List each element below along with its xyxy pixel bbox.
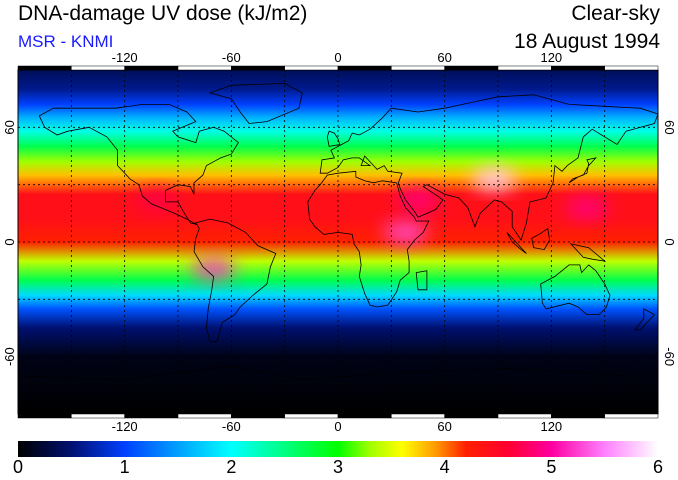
coastline-north-america bbox=[38, 104, 239, 226]
lon-label-bottom: -120 bbox=[112, 419, 138, 434]
coastline-australia bbox=[540, 264, 611, 316]
bottom-tick-band bbox=[497, 413, 552, 419]
colorbar-label: 3 bbox=[332, 457, 344, 477]
hotspot-west-pacific bbox=[564, 196, 609, 219]
colorbar bbox=[18, 441, 658, 457]
top-tick-band bbox=[337, 65, 392, 71]
bottom-tick-band bbox=[604, 413, 659, 419]
uv-dose-map: -120 -120 -60 -60 0 0 60 60 120 120 60 60 0 0 -60 -60 bbox=[2, 50, 677, 434]
bottom-tick-band bbox=[231, 413, 285, 419]
coastline-antarctica-edge bbox=[17, 365, 658, 381]
hotspot-andes bbox=[191, 257, 236, 280]
bottom-tick-band bbox=[444, 413, 499, 419]
colorbar-label: 1 bbox=[119, 457, 130, 477]
colorbar-label: 2 bbox=[226, 457, 237, 477]
hotspot-layer bbox=[134, 167, 609, 280]
colorbar-label: 5 bbox=[546, 457, 557, 477]
map-title: DNA-damage UV dose (kJ/m2) bbox=[18, 2, 308, 25]
map-date: 18 August 1994 bbox=[514, 30, 660, 53]
lat-label-left: -60 bbox=[2, 347, 17, 366]
lat-label-left: 60 bbox=[2, 120, 17, 134]
lon-label-top: 0 bbox=[334, 50, 341, 65]
top-tick-band bbox=[124, 65, 179, 71]
top-tick-band bbox=[284, 65, 339, 71]
lat-label-left: 0 bbox=[2, 238, 17, 245]
top-tick-band bbox=[231, 65, 285, 71]
colorbar-label: 6 bbox=[652, 457, 664, 477]
bottom-tick-band bbox=[17, 413, 72, 419]
map-canvas: -120 -120 -60 -60 0 0 60 60 120 120 60 60 0 0 -60 -60 bbox=[2, 50, 677, 434]
top-tick-band bbox=[604, 65, 659, 71]
bottom-tick-band bbox=[177, 413, 232, 419]
coastline-layer bbox=[17, 82, 659, 381]
colorbar-label: 4 bbox=[439, 457, 450, 477]
bottom-tick-band bbox=[71, 413, 125, 419]
top-tick-band bbox=[444, 65, 499, 71]
graticule bbox=[18, 70, 658, 414]
coastline-new-guinea bbox=[569, 243, 607, 262]
top-tick-band bbox=[551, 65, 605, 71]
coastline-great-britain bbox=[326, 130, 341, 147]
hotspot-saudi-arabia bbox=[396, 188, 440, 211]
lat-label-right: -60 bbox=[662, 347, 677, 366]
bottom-tick-band bbox=[551, 413, 605, 419]
coastline-new-zealand bbox=[634, 308, 656, 331]
lon-label-bottom: 120 bbox=[540, 419, 562, 434]
colorbar-fill bbox=[18, 441, 658, 457]
lat-label-right: 60 bbox=[662, 120, 677, 134]
top-tick-band bbox=[497, 65, 552, 71]
coastline-sumatra bbox=[506, 232, 527, 254]
top-tick-band bbox=[177, 65, 232, 71]
colorbar-label: 0 bbox=[12, 457, 24, 477]
top-tick-band bbox=[71, 65, 125, 71]
bottom-tick-band bbox=[337, 413, 392, 419]
hotspot-east-african-highlands bbox=[383, 221, 428, 244]
lon-label-top: 60 bbox=[437, 50, 451, 65]
coastline-europe-asia bbox=[319, 94, 659, 242]
top-tick-band bbox=[391, 65, 445, 71]
hotspot-mexican-highlands bbox=[134, 188, 179, 211]
map-source: MSR - KNMI bbox=[18, 32, 114, 51]
bottom-tick-band bbox=[124, 413, 179, 419]
bottom-tick-band bbox=[391, 413, 445, 419]
bottom-tick-band bbox=[284, 413, 339, 419]
coastline-africa bbox=[307, 170, 430, 308]
lon-label-bottom: -60 bbox=[222, 419, 241, 434]
lon-label-top: -120 bbox=[112, 50, 138, 65]
coastline-japan bbox=[568, 157, 597, 184]
lon-label-bottom: 60 bbox=[437, 419, 451, 434]
coastline-greenland bbox=[208, 82, 303, 124]
top-tick-band bbox=[17, 65, 72, 71]
hotspot-tibetan-plateau bbox=[472, 167, 517, 190]
lon-label-bottom: 0 bbox=[334, 419, 341, 434]
coastline-madagascar bbox=[415, 270, 428, 291]
tick-layer: -120 -120 -60 -60 0 0 60 60 120 120 60 60 0 0 -60 -60 bbox=[2, 50, 677, 434]
lat-label-right: 0 bbox=[662, 238, 677, 245]
coastline-borneo bbox=[531, 227, 551, 251]
lon-label-top: -60 bbox=[222, 50, 241, 65]
coastline-south-america bbox=[193, 218, 277, 342]
lon-label-top: 120 bbox=[540, 50, 562, 65]
sky-condition: Clear-sky bbox=[571, 2, 660, 25]
